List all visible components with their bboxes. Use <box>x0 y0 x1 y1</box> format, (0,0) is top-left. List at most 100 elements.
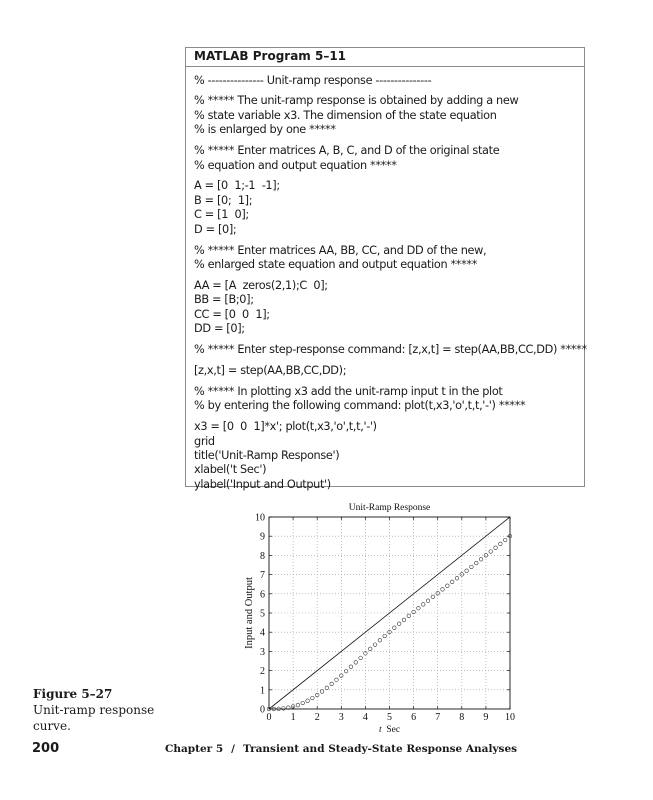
code-line: grid <box>194 434 215 448</box>
y-tick-label: 0 <box>260 705 265 716</box>
output-data-point <box>401 617 407 623</box>
output-data-point <box>454 576 460 581</box>
output-data-point <box>397 621 402 626</box>
output-data-point <box>406 613 411 618</box>
output-data-point <box>372 642 378 647</box>
output-data-point <box>459 572 464 577</box>
output-data-point <box>324 685 329 690</box>
output-data-point <box>315 692 320 698</box>
y-tick-label: 4 <box>260 628 265 639</box>
output-data-point <box>387 629 392 635</box>
output-data-point <box>478 557 484 562</box>
output-data-point <box>498 541 503 546</box>
y-tick-label: 9 <box>260 532 265 543</box>
output-data-point <box>305 698 310 703</box>
output-data-point <box>266 706 272 712</box>
output-data-point <box>435 591 440 596</box>
output-data-point <box>507 534 513 539</box>
code-group: % ***** In plotting x3 add the unit-ramp… <box>194 385 576 414</box>
figure-label: Figure 5–27 <box>33 687 113 701</box>
y-tick-label: 2 <box>260 666 265 677</box>
output-data-point <box>300 700 305 706</box>
code-line: % ***** Enter matrices AA, BB, CC, and D… <box>194 243 487 257</box>
chapter-label: Chapter 5 <box>165 743 224 755</box>
code-line: % equation and output equation ***** <box>194 158 397 172</box>
code-line: AA = [A zeros(2,1);C 0]; <box>194 278 328 292</box>
code-line: % ***** Enter matrices A, B, C, and D of… <box>194 144 500 158</box>
x-tick-label: 4 <box>363 712 368 723</box>
code-line: % --------------- Unit-ramp response ---… <box>194 73 432 87</box>
code-line: ylabel('Input and Output') <box>194 477 331 491</box>
output-data-point <box>450 579 455 584</box>
program-title: MATLAB Program 5–11 <box>186 48 584 67</box>
y-tick-label: 10 <box>255 513 265 524</box>
x-tick-label: 0 <box>267 712 272 723</box>
output-data-point <box>503 537 508 543</box>
code-line: xlabel('t Sec') <box>194 463 267 477</box>
code-group: AA = [A zeros(2,1);C 0]; BB = [B;0]; CC = … <box>194 279 576 337</box>
running-footer: Chapter 5 / Transient and Steady-State Res… <box>165 743 517 755</box>
x-tick-label: 3 <box>339 712 344 723</box>
output-data-point <box>382 633 387 639</box>
output-data-point <box>286 705 291 710</box>
output-data-point <box>430 594 435 599</box>
output-data-point <box>416 606 421 611</box>
code-group: % ***** Enter matrices AA, BB, CC, and D… <box>194 244 576 273</box>
y-tick-label: 6 <box>260 589 265 600</box>
ramp-input-line <box>268 516 511 710</box>
output-data-point <box>377 638 382 643</box>
y-tick-label: 7 <box>260 570 265 581</box>
caption-line: Unit-ramp response <box>33 703 155 717</box>
code-group: % ***** The unit-ramp response is obtain… <box>194 94 576 137</box>
x-tick-label: 6 <box>411 712 416 723</box>
y-tick-label: 5 <box>260 609 265 620</box>
chapter-title: Transient and Steady-State Response Anal… <box>243 743 518 755</box>
code-line: % enlarged state equation and output equ… <box>194 257 477 271</box>
page-number: 200 <box>32 741 60 756</box>
code-line: % state variable x3. The dimension of th… <box>194 108 497 122</box>
output-data-point <box>483 553 489 558</box>
code-line: CC = [0 0 1]; <box>194 307 270 321</box>
code-line: A = [0 1;-1 -1]; <box>194 179 280 193</box>
code-group: x3 = [0 0 1]*x'; plot(t,x3,'o',t,t,'-') g… <box>194 420 576 492</box>
output-data-point <box>319 689 325 694</box>
x-tick-label: 5 <box>387 712 392 723</box>
code-line: [z,x,t] = step(AA,BB,CC,DD); <box>194 363 347 377</box>
x-tick-label: 1 <box>291 712 296 723</box>
output-data-point <box>421 602 426 607</box>
code-line: % ***** In plotting x3 add the unit-ramp… <box>194 384 503 398</box>
y-tick-label: 1 <box>260 685 265 696</box>
code-line: % is enlarged by one ***** <box>194 123 336 137</box>
code-group: [z,x,t] = step(AA,BB,CC,DD); <box>194 364 576 378</box>
output-data-point <box>445 583 450 588</box>
output-data-point <box>348 664 354 669</box>
x-tick-label: 10 <box>505 712 515 723</box>
separator: / <box>231 743 236 755</box>
code-line: % ***** The unit-ramp response is obtain… <box>194 94 519 108</box>
output-data-point <box>464 568 469 573</box>
x-axis-label: t Sec <box>379 725 400 735</box>
output-data-point <box>474 560 479 566</box>
y-axis-label: Input and Output <box>244 577 255 649</box>
output-data-point <box>469 564 474 570</box>
output-data-point <box>411 609 416 615</box>
x-tick-label: 9 <box>483 712 488 723</box>
code-line: x3 = [0 0 1]*x'; plot(t,x3,'o',t,t,'-') <box>194 420 377 434</box>
output-data-point <box>339 673 344 678</box>
x-tick-label: 2 <box>315 712 320 723</box>
plot-frame <box>268 516 511 710</box>
output-data-point <box>440 587 445 592</box>
code-line: D = [0]; <box>194 222 237 236</box>
code-line: B = [0; 1]; <box>194 193 253 207</box>
program-code: % --------------- Unit-ramp response ---… <box>186 74 587 493</box>
code-group: % --------------- Unit-ramp response ---… <box>194 74 576 88</box>
output-data-point <box>295 703 301 708</box>
output-data-point <box>368 646 373 652</box>
output-data-point <box>291 704 296 709</box>
chart-title: Unit-Ramp Response <box>349 503 431 513</box>
output-data-point <box>493 545 498 550</box>
code-line: BB = [B;0]; <box>194 293 254 307</box>
caption-line: curve. <box>33 719 71 733</box>
code-group: % ***** Enter matrices A, B, C, and D of… <box>194 144 576 173</box>
